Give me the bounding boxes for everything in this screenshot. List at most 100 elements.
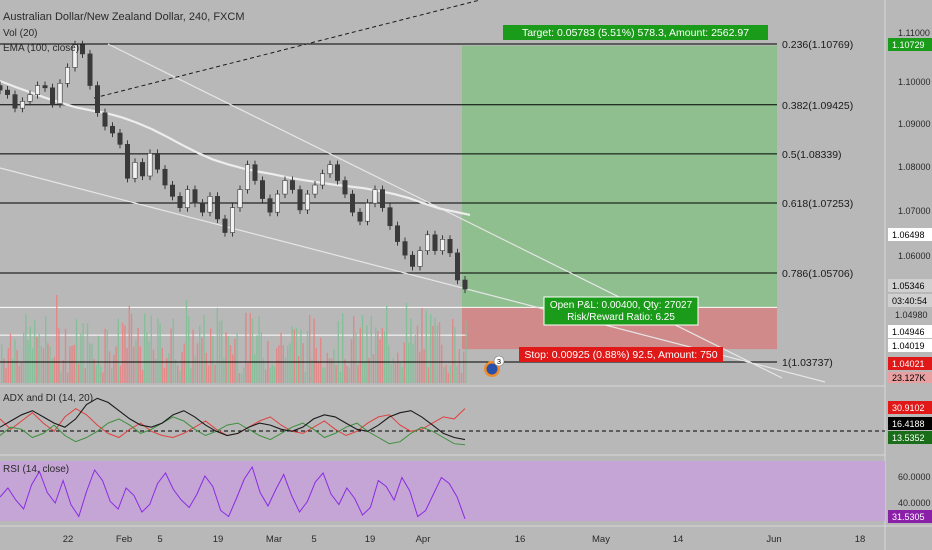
price-tick: 1.10000 <box>898 77 931 87</box>
candle-body <box>349 193 355 213</box>
volume-bar <box>113 354 115 383</box>
volume-bar <box>247 363 249 383</box>
volume-bar <box>73 344 75 383</box>
volume-bar <box>16 350 18 383</box>
candle-body <box>12 94 18 109</box>
volume-bar <box>370 316 372 383</box>
volume-bar <box>144 313 146 383</box>
adx-badge-di-minus-bg <box>888 431 932 444</box>
candle-body <box>462 279 468 290</box>
volume-bar <box>262 358 265 383</box>
volume-bar <box>104 328 106 383</box>
candle-body <box>259 180 265 199</box>
volume-bar <box>300 329 302 383</box>
target-label-text: Target: 0.05783 (5.51%) 578.3, Amount: 2… <box>522 27 749 39</box>
event-marker-count: 3 <box>497 357 501 366</box>
price-tick: 1.04980 <box>895 310 928 320</box>
volume-bar <box>432 325 434 383</box>
candle-body <box>245 164 251 190</box>
candle-body <box>132 162 138 179</box>
volume-bar <box>298 356 300 383</box>
volume-bar <box>172 319 174 383</box>
volume-bar <box>7 348 9 383</box>
volume-bar <box>403 342 405 383</box>
target-zone <box>462 45 777 308</box>
volume-bar <box>126 348 128 383</box>
volume-bar <box>45 315 47 383</box>
volume-bar <box>205 352 207 383</box>
volume-bar <box>38 333 40 383</box>
candle-body <box>237 189 243 208</box>
time-tick: Apr <box>416 534 431 545</box>
pnl-label[interactable]: Open P&L: 0.00400, Qty: 27027 Risk/Rewar… <box>543 296 699 326</box>
volume-bar <box>427 367 430 383</box>
price-badge-target: 1.10729 <box>888 38 932 51</box>
candle-body <box>447 239 453 254</box>
ema-label: EMA (100, close) <box>3 43 79 54</box>
volume-bar <box>335 365 337 383</box>
volume-bar <box>317 362 320 383</box>
volume-bar <box>119 365 122 383</box>
candle-body <box>327 164 333 175</box>
volume-bar <box>128 305 130 383</box>
event-marker[interactable]: 3 <box>484 355 505 377</box>
volume-bar <box>452 318 454 383</box>
volume-bar <box>221 319 223 383</box>
rsi-badge-text: 31.5305 <box>892 512 925 522</box>
volume-bar <box>84 368 86 383</box>
price-badge-fib1-bg <box>888 339 932 352</box>
volume-bar <box>56 294 58 383</box>
time-axis[interactable]: 22 Feb 5 19 Mar 5 19 Apr 16 May 14 Jun 1… <box>63 534 866 545</box>
volume-bar <box>212 336 214 383</box>
rsi-line <box>0 465 466 519</box>
volume-bar <box>438 322 441 383</box>
price-badge-fib1: 1.04019 <box>888 339 932 352</box>
volume-bar <box>207 365 210 383</box>
volume-bar <box>238 373 240 383</box>
price-tick: 1.11000 <box>898 28 930 38</box>
volume-bar <box>137 328 139 383</box>
price-badge-entry: 1.04946 <box>888 325 932 338</box>
lower-trend-line <box>0 167 826 383</box>
volume-bar <box>80 333 82 383</box>
candle-body <box>185 189 191 208</box>
volume-bar <box>379 339 381 383</box>
volume-bar <box>388 344 390 383</box>
volume-bar <box>280 332 282 383</box>
volume-bar <box>423 349 425 383</box>
candle-body <box>342 180 348 195</box>
volume-bar <box>86 323 89 383</box>
stop-label[interactable]: Stop: 0.00925 (0.88%) 92.5, Amount: 750 <box>519 347 723 362</box>
volume-bar <box>421 307 423 383</box>
volume-bar <box>31 348 34 383</box>
price-axis[interactable]: 1.11000 1.10000 1.09000 1.08000 1.07000 … <box>895 28 931 320</box>
time-tick: 19 <box>213 534 224 545</box>
adx-badge-adx: 16.4188 <box>888 417 932 430</box>
volume-bar <box>75 319 78 383</box>
adx-badge-adx-bg <box>888 417 932 430</box>
price-tick: 1.08000 <box>898 162 931 172</box>
volume-bar <box>366 325 368 383</box>
volume-bar <box>133 346 135 383</box>
volume-label: Vol (20) <box>3 28 37 39</box>
volume-bar <box>405 302 408 383</box>
target-label[interactable]: Target: 0.05783 (5.51%) 578.3, Amount: 2… <box>503 25 768 40</box>
candle-body <box>0 85 3 91</box>
time-tick: 22 <box>63 534 74 545</box>
volume-bar <box>111 368 113 383</box>
volume-bar <box>49 346 51 383</box>
candle-body <box>125 144 131 179</box>
candle-body <box>95 85 101 113</box>
volume-bar <box>302 343 304 383</box>
volume-bar <box>122 323 124 383</box>
fibonacci-retracement[interactable]: 0.236(1.10769) 0.382(1.09425) 0.5(1.08339)… <box>0 39 853 369</box>
adx-panel <box>0 397 885 446</box>
candle-body <box>140 162 146 177</box>
candle-body <box>334 164 340 181</box>
candle-body <box>312 184 318 195</box>
candle-body <box>297 189 303 211</box>
price-badge-entry-text: 1.04946 <box>892 327 925 337</box>
time-tick: Mar <box>266 534 282 545</box>
volume-bar <box>416 325 419 383</box>
volume-bar <box>192 329 194 383</box>
